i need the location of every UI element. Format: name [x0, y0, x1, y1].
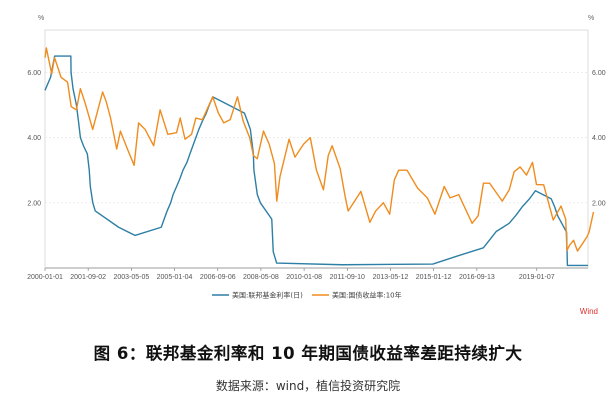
y-tick-label-left: 6.00 [27, 70, 41, 77]
y-tick-label-right: 2.00 [592, 200, 606, 207]
legend-label-treasury: 美国:国债收益率:10年 [332, 291, 402, 300]
y-tick-label-right: 6.00 [592, 70, 606, 77]
plot-frame [44, 29, 589, 269]
grid-lines [45, 72, 588, 204]
y-unit-right: % [588, 15, 594, 22]
x-tick-label: 2019-01-07 [519, 274, 555, 281]
legend-label-fed: 美国:联邦基金利率(日) [232, 291, 303, 300]
y-unit-left: % [38, 15, 44, 22]
y-tick-label-left: 2.00 [27, 200, 41, 207]
y-tick-label-left: 4.00 [27, 135, 41, 142]
x-tick-label: 2016-09-13 [459, 274, 495, 281]
x-tick-label: 2000-01-01 [27, 274, 63, 281]
x-tick-label: 2013-05-12 [373, 274, 409, 281]
wind-watermark: Wind [580, 307, 598, 316]
x-tick-label: 2015-01-12 [416, 274, 452, 281]
series-line-10y-treasury-yield [44, 47, 595, 252]
y-tick-label-right: 4.00 [592, 135, 606, 142]
x-tick-label: 2011-09-10 [330, 274, 365, 281]
x-tick-label: 2010-01-08 [286, 274, 322, 281]
x-tick-label: 2006-09-06 [200, 274, 236, 281]
figure-caption: 图 6：联邦基金利率和 10 年期国债收益率差距持续扩大 [93, 344, 523, 363]
x-tick-label: 2001-09-02 [70, 274, 106, 281]
x-tick-label: 2003-05-05 [113, 274, 149, 281]
axes: 2.00 2.00 4.00 4.00 6.00 6.00 2000-01-01 2001-0… [27, 70, 606, 281]
series-line-fed-funds-rate [44, 55, 588, 267]
series-lines [44, 47, 595, 267]
x-tick-label: 2008-05-08 [243, 274, 279, 281]
chart: 2.00 2.00 4.00 4.00 6.00 6.00 2000-01-01 2001-0… [27, 15, 606, 316]
data-source: 数据来源：wind，植信投资研究院 [215, 379, 401, 393]
legend: 美国:联邦基金利率(日) 美国:国债收益率:10年 [212, 291, 402, 300]
x-tick-label: 2005-01-04 [157, 274, 193, 281]
